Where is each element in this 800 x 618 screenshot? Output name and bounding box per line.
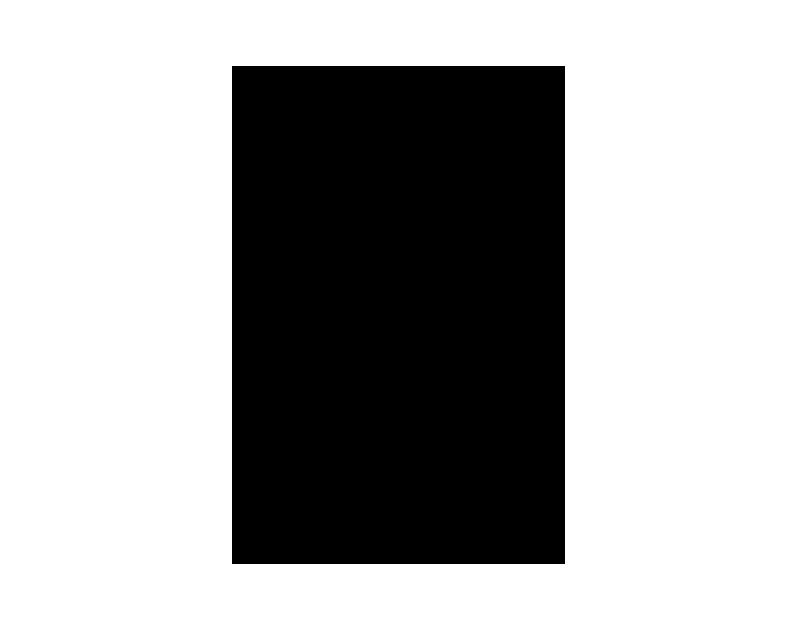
map-frame — [232, 66, 565, 564]
wbpt-filled-contours — [233, 67, 564, 563]
base-field — [233, 67, 564, 563]
contour-layer-north — [233, 67, 564, 563]
